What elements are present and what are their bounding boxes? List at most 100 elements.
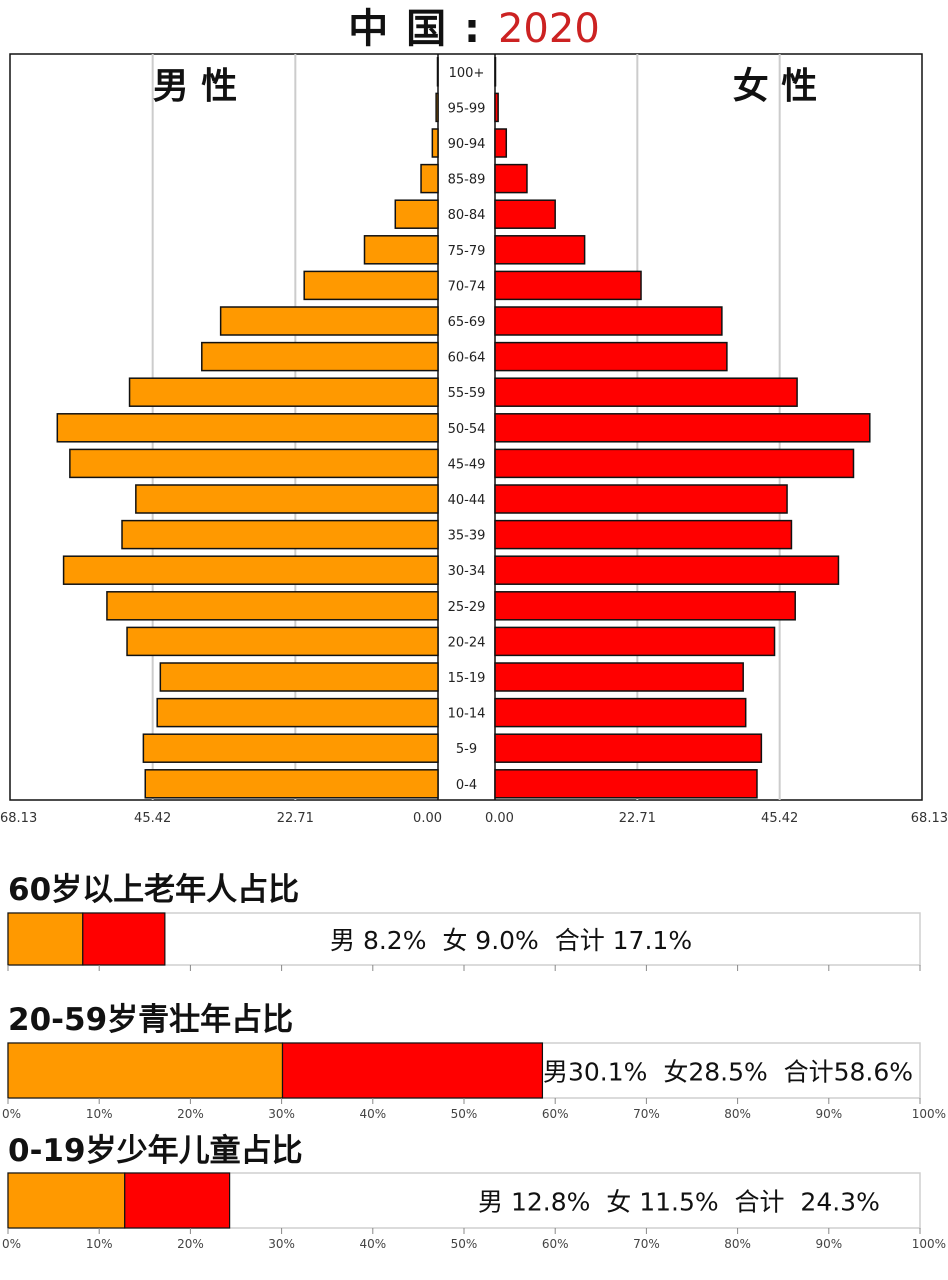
age-group-label: 20-24 [448,635,486,650]
female-bar [494,341,728,372]
ratio-tick-label: 90% [815,1107,842,1120]
male-bar [56,413,439,443]
female-bar [494,591,796,621]
female-bar [494,377,798,407]
male-bar [156,697,439,728]
ratio-value-label: 男30.1% 女28.5% 合计58.6% [543,1058,913,1087]
x-tick-left: 0.00 [413,811,442,826]
ratio-tick-label: 50% [451,1237,478,1250]
ratio-title-elderly: 60岁以上老年人占比 [8,872,300,908]
age-group-label: 55-59 [448,386,486,401]
female-bar [494,626,776,657]
ratio-tick-label: 10% [86,1107,113,1120]
male-bar [363,235,439,265]
age-group-label: 10-14 [448,707,486,722]
female-bar [494,662,744,692]
ratio-tick-label: 30% [268,1237,295,1250]
ratio-chart-elderly: 男 8.2% 女 9.0% 合计 17.1%0%10%20%30%40%50%6… [7,912,921,971]
ratio-tick-label: 50% [451,1107,478,1120]
female-label: 女 性 [733,66,818,107]
ratio-chart-working-age: 男30.1% 女28.5% 合计58.6% 0% 10% 20% 30% 40% 50% 60… [2,1042,946,1120]
ratio-male-bar [7,912,84,966]
male-bar [121,519,439,550]
ratio-tick-label: 100% [912,1237,946,1250]
x-tick-right: 45.42 [761,811,798,826]
female-bar [494,697,747,728]
age-group-label: 25-29 [448,600,486,615]
age-group-label: 30-34 [448,564,486,579]
ratio-tick-label: 30% [268,1107,295,1120]
female-bar [494,484,788,514]
ratio-value-label: 男 12.8% 女 11.5% 合计 24.3% [478,1188,880,1217]
male-bar [436,57,439,87]
male-bar [128,377,439,407]
ratio-title-working-age: 20-59岁青壮年占比 [8,1002,294,1038]
ratio-female-bar [82,912,166,966]
male-bar [62,555,439,585]
ratio-female-bar [281,1042,544,1099]
chart-title: 中 国 : 2020 [0,4,948,54]
ratio-male-bar [7,1172,126,1229]
male-bar [126,626,439,657]
ratio-tick-label: 90% [815,1237,842,1250]
ratio-tick-label: 80% [724,1107,751,1120]
x-tick-left: 68.13 [0,811,37,826]
x-tick-right: 0.00 [485,811,514,826]
male-bar [420,163,439,194]
age-group-label: 5-9 [456,742,477,757]
x-tick-right: 22.71 [619,811,656,826]
age-group-label: 50-54 [448,422,486,437]
ratio-tick-label: 20% [177,1107,204,1120]
male-bar [142,733,439,763]
female-bar [494,57,497,87]
male-bar [69,448,439,479]
male-bar [201,341,439,372]
age-group-label: 15-19 [448,671,486,686]
age-group-label: 0-4 [456,778,477,793]
age-group-label: 40-44 [448,493,486,508]
female-bar [494,555,840,585]
age-group-label: 75-79 [448,244,486,259]
x-tick-left: 22.71 [277,811,314,826]
male-bar [219,306,439,336]
male-bar [135,484,439,514]
ratio-tick-label: 10% [86,1237,113,1250]
female-bar [494,92,499,123]
female-bar [494,270,642,301]
female-bar [494,163,528,194]
female-bar [494,235,586,265]
age-group-label: 70-74 [448,279,486,294]
ratio-male-bar [7,1042,284,1099]
male-bar [431,128,439,158]
male-bar [106,591,439,621]
age-group-label: 65-69 [448,315,486,330]
ratio-tick-label: 40% [359,1237,386,1250]
male-bar [435,92,439,123]
female-bar [494,519,793,550]
female-bar [494,448,855,479]
age-group-label: 85-89 [448,173,486,188]
ratio-tick-label: 60% [542,1107,569,1120]
age-group-label: 60-64 [448,351,486,366]
ratio-value-label: 男 8.2% 女 9.0% 合计 17.1% [330,926,692,955]
age-group-label: 80-84 [448,208,486,223]
female-bar [494,769,758,799]
female-bar [494,199,556,229]
ratio-tick-label: 80% [724,1237,751,1250]
age-group-label: 100+ [449,66,485,81]
ratio-female-bar [124,1172,231,1229]
ratio-tick-label: 20% [177,1237,204,1250]
male-bar [159,662,439,692]
ratio-tick-label: 70% [633,1107,660,1120]
ratio-tick-label: 60% [542,1237,569,1250]
population-pyramid: 男 性 女 性 100+ 95-99 90-94 85-89 80-84 75-79 70-74… [0,53,948,826]
female-bar [494,128,508,158]
age-group-label: 35-39 [448,529,486,544]
x-tick-left: 45.42 [134,811,171,826]
title-year: 2020 [497,6,600,52]
ratio-tick-label: 0% [2,1237,21,1250]
age-group-label: 90-94 [448,137,486,152]
age-group-label: 45-49 [448,457,486,472]
male-bar [303,270,439,301]
x-tick-right: 68.13 [911,811,948,826]
